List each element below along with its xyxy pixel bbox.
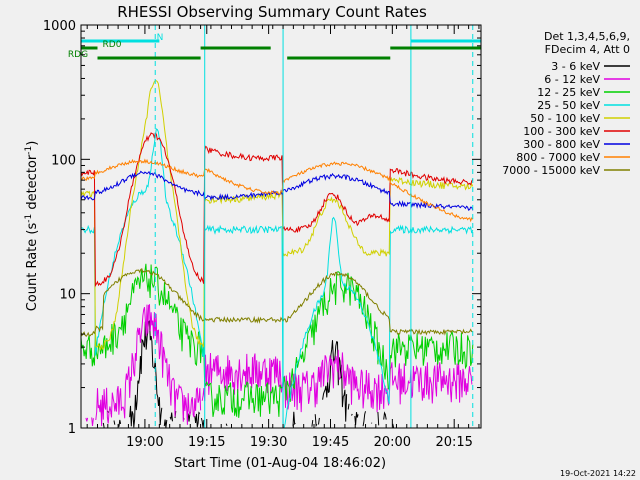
legend-label: 50 - 100 keV [530, 112, 600, 125]
series-line-8 [80, 268, 473, 337]
chart-title: RHESSI Observing Summary Count Rates [117, 3, 427, 21]
series-line-7 [80, 158, 474, 223]
series-layer [80, 80, 474, 429]
y-axis-label: Count Rate (s-1 detector-1) [24, 141, 40, 312]
x-tick-label: 19:00 [126, 435, 163, 450]
x-tick-label: 20:00 [374, 435, 411, 450]
legend-label: 3 - 6 keV [551, 60, 600, 73]
legend-label: 300 - 800 keV [523, 138, 600, 151]
y-tick-label: 10 [59, 288, 76, 303]
legend-label: 100 - 300 keV [523, 125, 600, 138]
y-tick-label: 1 [68, 422, 76, 437]
series-line-3 [80, 128, 474, 429]
y-tick-label: 100 [51, 153, 76, 168]
legend-label: 12 - 25 keV [537, 86, 600, 99]
y-tick-label: 1000 [43, 19, 76, 34]
flag-bars: N RD0 RDG [68, 33, 481, 60]
series-line-2 [80, 263, 474, 418]
flag-label: RD0 [103, 40, 122, 50]
legend-label: 7000 - 15000 keV [502, 164, 600, 177]
series-line-6 [80, 170, 474, 211]
series-line-1 [85, 303, 473, 427]
render-timestamp: 19-Oct-2021 14:22 [560, 469, 636, 478]
flag-label: RDG [68, 50, 88, 60]
x-tick-label: 19:30 [250, 435, 287, 450]
plot-frame [80, 24, 482, 429]
series-line-5 [80, 132, 474, 288]
x-tick-label: 19:15 [188, 435, 225, 450]
legend-label: 6 - 12 keV [544, 73, 600, 86]
flag-label: N [157, 33, 164, 43]
y-axis: 1 10 100 1000 [43, 19, 481, 437]
x-tick-label: 19:45 [312, 435, 349, 450]
x-tick-label: 20:15 [435, 435, 472, 450]
legend-label: 800 - 7000 keV [516, 151, 600, 164]
legend-header-line-2: FDecim 4, Att 0 [545, 43, 630, 56]
series-line-4 [80, 80, 474, 351]
x-axis-label: Start Time (01-Aug-04 18:46:02) [174, 456, 386, 471]
legend-header-line-1: Det 1,3,4,5,6,9, [544, 30, 630, 43]
legend-label: 25 - 50 keV [537, 99, 600, 112]
legend: Det 1,3,4,5,6,9, FDecim 4, Att 0 3 - 6 k… [502, 30, 630, 177]
x-axis: 19:00 19:15 19:30 19:45 20:00 20:15 [86, 25, 480, 450]
